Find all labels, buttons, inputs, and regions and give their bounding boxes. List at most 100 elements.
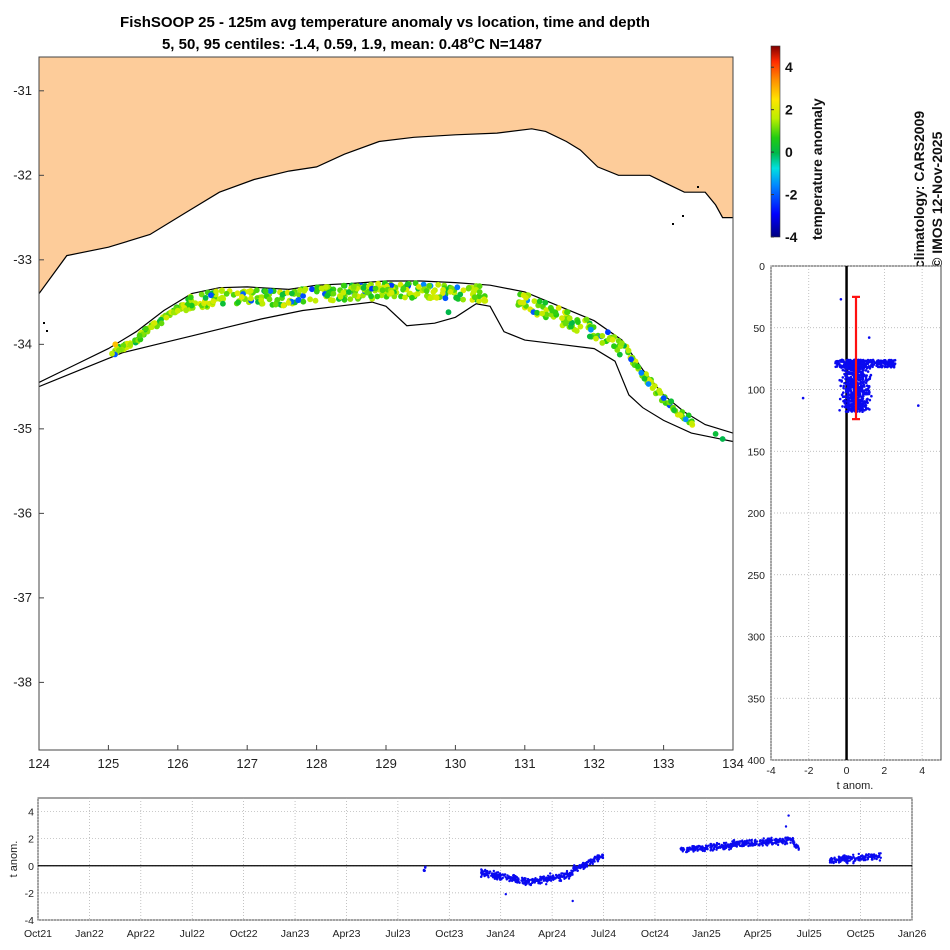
map-point	[136, 332, 143, 339]
time-point	[761, 839, 765, 843]
time-point	[730, 844, 734, 848]
depth-point	[839, 384, 842, 388]
time-point	[749, 844, 752, 847]
depth-errorbar	[852, 295, 860, 421]
map-point	[423, 288, 430, 294]
map-point	[542, 299, 549, 306]
map-point	[109, 350, 115, 357]
depth-point	[849, 389, 853, 393]
time-y-tick-label: -4	[25, 915, 34, 927]
time-point	[549, 872, 552, 875]
depth-point	[843, 402, 847, 405]
time-point	[682, 848, 685, 851]
time-point	[523, 877, 526, 880]
depth-point	[860, 398, 864, 402]
depth-point	[867, 365, 871, 368]
land-area	[39, 57, 733, 294]
time-point	[524, 879, 528, 883]
time-point	[527, 881, 530, 884]
depth-point	[857, 368, 860, 372]
time-point	[793, 841, 796, 844]
time-point	[859, 857, 862, 860]
time-point	[733, 841, 737, 844]
depth-point	[851, 402, 854, 406]
time-point	[492, 869, 495, 873]
time-point	[692, 845, 695, 848]
depth-point	[846, 385, 850, 389]
depth-x-tick-label: 0	[844, 765, 850, 777]
depth-point	[851, 365, 854, 368]
map-point	[142, 325, 149, 332]
map-point	[266, 296, 273, 303]
time-point	[520, 876, 524, 879]
colorbar-label: temperature anomaly	[809, 98, 825, 240]
depth-point	[869, 358, 873, 362]
time-point	[744, 841, 748, 845]
map-point	[460, 296, 466, 303]
map-point	[611, 343, 617, 350]
time-point	[852, 853, 855, 856]
time-point	[491, 873, 494, 876]
island-dot	[46, 330, 48, 332]
time-point	[782, 839, 785, 842]
time-point	[680, 846, 683, 849]
time-point	[713, 844, 716, 847]
time-point	[494, 873, 498, 876]
depth-point	[845, 363, 849, 367]
map-point	[559, 315, 565, 321]
map-point	[543, 311, 550, 318]
time-x-tick-label: Oct21	[24, 928, 52, 940]
time-point	[715, 846, 719, 850]
time-point	[787, 814, 790, 817]
map-x-tick-label: 129	[375, 756, 397, 771]
time-point	[705, 845, 709, 848]
map-point	[259, 300, 266, 307]
time-point	[576, 869, 579, 872]
time-point	[876, 855, 879, 858]
depth-y-tick-label: 100	[747, 385, 765, 397]
map-point	[549, 307, 555, 314]
map-point	[210, 298, 217, 305]
map-x-axis: 124 125 126 127 128 129 130 131 132 133 134	[28, 745, 744, 771]
time-point	[545, 883, 548, 886]
map-point	[213, 288, 220, 295]
depth-point	[860, 380, 864, 384]
map-point	[457, 291, 464, 298]
time-x-tick-label: Oct23	[435, 928, 463, 940]
depth-point	[889, 358, 893, 362]
map-point	[476, 293, 483, 300]
time-point	[842, 854, 845, 857]
time-point	[563, 877, 566, 880]
depth-point	[843, 381, 846, 385]
map-point	[539, 310, 545, 317]
time-point	[694, 846, 697, 850]
depth-point	[867, 389, 871, 393]
map-point	[289, 290, 295, 297]
time-point	[742, 840, 746, 844]
map-point	[634, 363, 641, 370]
depth-point	[878, 365, 881, 369]
map-point	[347, 296, 354, 302]
time-point	[696, 848, 699, 851]
map-point	[402, 294, 408, 301]
time-point	[774, 838, 777, 841]
depth-xlabel: t anom.	[837, 780, 874, 792]
time-axis-ticks: Oct21 Jan22 Apr22 Jul22 Oct22 Jan23 Apr23 Jul23…	[24, 807, 926, 940]
depth-point	[858, 393, 861, 396]
map-point	[313, 288, 320, 295]
depth-point	[859, 408, 862, 412]
time-point	[509, 876, 513, 879]
map-point	[309, 286, 315, 293]
time-point	[758, 840, 762, 843]
time-point	[717, 846, 721, 849]
depth-point	[847, 405, 851, 409]
time-point	[540, 881, 543, 884]
subtitle-tail: C N=1487	[474, 36, 542, 53]
time-x-tick-label: Jan25	[692, 928, 721, 940]
time-point	[512, 876, 516, 879]
map-point	[628, 356, 634, 363]
depth-point	[851, 410, 854, 413]
time-point	[717, 842, 721, 846]
map-point	[183, 307, 190, 314]
map-point	[476, 298, 482, 304]
